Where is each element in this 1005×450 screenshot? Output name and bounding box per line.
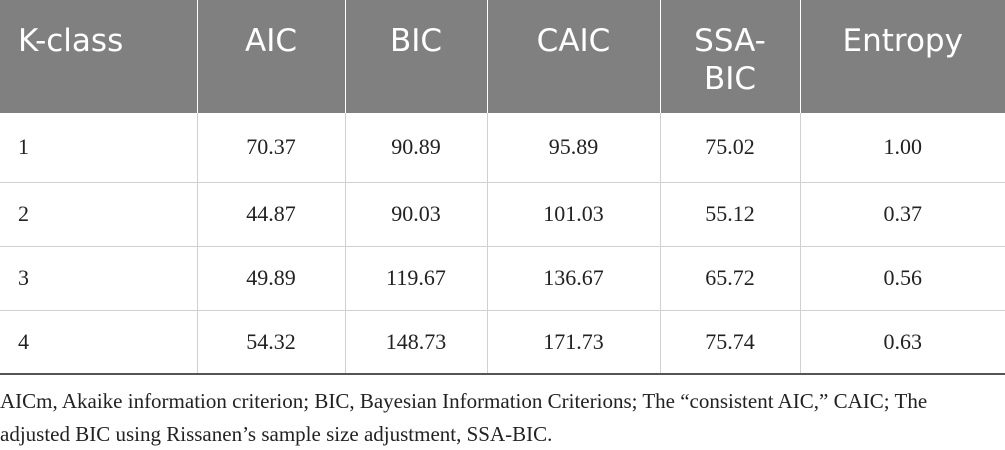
table-cell: 75.02	[659, 113, 800, 183]
table-cell: 0.63	[799, 310, 1005, 375]
footnote: AICm, Akaike information criterion; BIC,…	[0, 389, 928, 446]
table-cell: 0.56	[799, 246, 1005, 311]
table-cell: 4	[0, 310, 197, 375]
table-cell: 1	[0, 113, 197, 183]
table-cell: 90.03	[344, 182, 487, 247]
table-cell: 95.89	[486, 113, 660, 183]
header-cell: Entropy	[799, 0, 1005, 113]
table-body: 1 70.37 90.89 95.89 75.02 1.00 2 44.87 90.03 101.…	[0, 113, 1005, 375]
table-cell: 101.03	[486, 182, 660, 247]
table-cell: 75.74	[659, 310, 800, 375]
table-cell: 54.32	[196, 310, 345, 375]
header-cell: SSA-BIC	[659, 0, 800, 113]
table-cell: 44.87	[196, 182, 345, 247]
table-cell: 55.12	[659, 182, 800, 247]
table-cell: 2	[0, 182, 197, 247]
table-cell: 136.67	[486, 246, 660, 311]
table-cell: 0.37	[799, 182, 1005, 247]
table-cell: 49.89	[196, 246, 345, 311]
data-table: K-class AIC BIC CAIC SSA-BIC Entropy 1 70.37 90…	[0, 0, 1005, 375]
header-cell: BIC	[344, 0, 487, 113]
table-row: 1 70.37 90.89 95.89 75.02 1.00	[0, 113, 1005, 183]
table-cell: 148.73	[344, 310, 487, 375]
table-row: 4 54.32 148.73 171.73 75.74 0.63	[0, 310, 1005, 375]
header-row: K-class AIC BIC CAIC SSA-BIC Entropy	[0, 0, 1005, 113]
table-cell: 90.89	[344, 113, 487, 183]
table-cell: 70.37	[196, 113, 345, 183]
table-cell: 65.72	[659, 246, 800, 311]
header-cell: CAIC	[486, 0, 660, 113]
table-cell: 171.73	[486, 310, 660, 375]
table-row: 2 44.87 90.03 101.03 55.12 0.37	[0, 182, 1005, 247]
header-cell: K-class	[0, 0, 197, 113]
table-cell: 1.00	[799, 113, 1005, 183]
header-cell: AIC	[196, 0, 345, 113]
table-row: 3 49.89 119.67 136.67 65.72 0.56	[0, 246, 1005, 311]
table-cell: 3	[0, 246, 197, 311]
table-cell: 119.67	[344, 246, 487, 311]
